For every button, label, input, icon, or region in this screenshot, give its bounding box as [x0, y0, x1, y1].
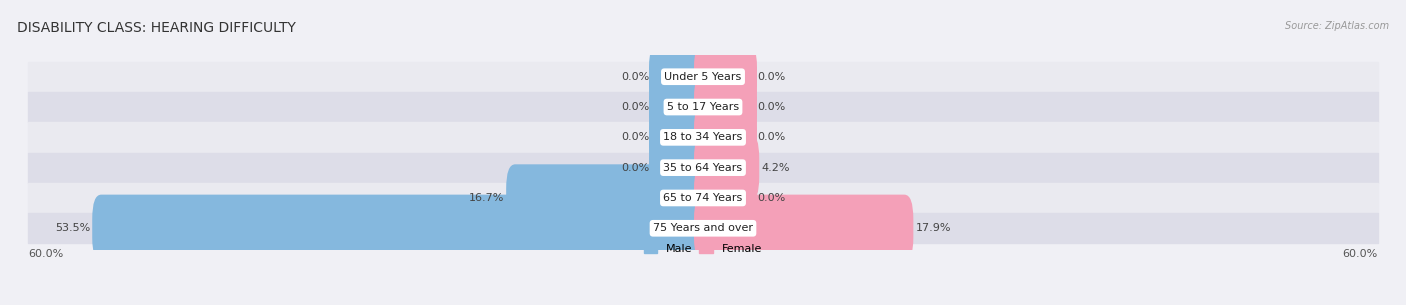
Text: 16.7%: 16.7%: [468, 193, 503, 203]
FancyBboxPatch shape: [93, 195, 711, 262]
Bar: [28, 183, 1378, 213]
Text: 0.0%: 0.0%: [621, 102, 650, 112]
Text: 0.0%: 0.0%: [621, 72, 650, 82]
Text: 75 Years and over: 75 Years and over: [652, 223, 754, 233]
Text: 35 to 64 Years: 35 to 64 Years: [664, 163, 742, 173]
Text: DISABILITY CLASS: HEARING DIFFICULTY: DISABILITY CLASS: HEARING DIFFICULTY: [17, 21, 295, 35]
Bar: [28, 92, 1378, 122]
FancyBboxPatch shape: [695, 74, 756, 141]
Bar: [28, 62, 1378, 92]
Text: 18 to 34 Years: 18 to 34 Years: [664, 132, 742, 142]
FancyBboxPatch shape: [650, 43, 711, 110]
Text: 0.0%: 0.0%: [756, 193, 785, 203]
Text: 60.0%: 60.0%: [1343, 249, 1378, 260]
FancyBboxPatch shape: [506, 164, 711, 231]
FancyBboxPatch shape: [695, 43, 756, 110]
FancyBboxPatch shape: [695, 104, 756, 171]
FancyBboxPatch shape: [650, 104, 711, 171]
FancyBboxPatch shape: [695, 134, 759, 201]
Text: 5 to 17 Years: 5 to 17 Years: [666, 102, 740, 112]
Text: 65 to 74 Years: 65 to 74 Years: [664, 193, 742, 203]
Text: 60.0%: 60.0%: [28, 249, 63, 260]
Text: 0.0%: 0.0%: [756, 132, 785, 142]
Text: 4.2%: 4.2%: [762, 163, 790, 173]
FancyBboxPatch shape: [695, 195, 914, 262]
Bar: [28, 122, 1378, 152]
Legend: Male, Female: Male, Female: [644, 244, 762, 254]
Text: 0.0%: 0.0%: [621, 132, 650, 142]
Text: 53.5%: 53.5%: [55, 223, 90, 233]
FancyBboxPatch shape: [650, 134, 711, 201]
FancyBboxPatch shape: [695, 164, 756, 231]
Text: 17.9%: 17.9%: [915, 223, 950, 233]
Text: 0.0%: 0.0%: [621, 163, 650, 173]
Bar: [28, 213, 1378, 243]
Text: 0.0%: 0.0%: [756, 72, 785, 82]
Text: Source: ZipAtlas.com: Source: ZipAtlas.com: [1285, 21, 1389, 31]
Text: Under 5 Years: Under 5 Years: [665, 72, 741, 82]
FancyBboxPatch shape: [650, 74, 711, 141]
Bar: [28, 152, 1378, 183]
Text: 0.0%: 0.0%: [756, 102, 785, 112]
